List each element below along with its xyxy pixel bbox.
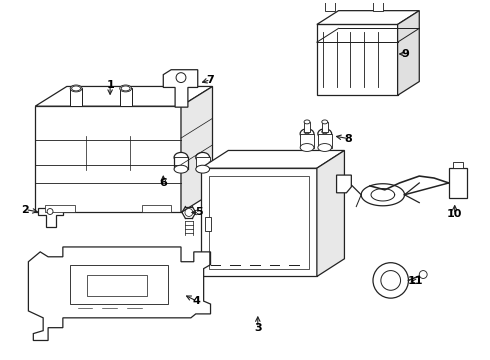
Bar <box>142 204 171 212</box>
Bar <box>318 134 332 148</box>
Text: 2: 2 <box>22 204 29 215</box>
Circle shape <box>176 73 186 82</box>
Text: 4: 4 <box>193 296 201 306</box>
Text: 3: 3 <box>254 323 262 333</box>
Bar <box>300 134 314 148</box>
Bar <box>174 157 188 169</box>
Circle shape <box>419 271 427 278</box>
Bar <box>35 106 181 212</box>
Ellipse shape <box>120 85 131 92</box>
Ellipse shape <box>72 86 80 91</box>
Bar <box>120 89 131 106</box>
Bar <box>304 122 310 132</box>
Polygon shape <box>181 86 213 212</box>
Bar <box>70 265 168 304</box>
Bar <box>45 204 74 212</box>
Bar <box>449 168 466 198</box>
Ellipse shape <box>174 165 188 173</box>
Bar <box>205 217 211 231</box>
Circle shape <box>185 208 193 216</box>
Ellipse shape <box>300 144 314 152</box>
Ellipse shape <box>304 130 310 134</box>
Ellipse shape <box>70 85 82 92</box>
Bar <box>322 122 328 132</box>
Circle shape <box>373 263 409 298</box>
Polygon shape <box>163 70 198 107</box>
Polygon shape <box>28 247 211 341</box>
Polygon shape <box>35 86 213 106</box>
Bar <box>317 24 397 95</box>
Ellipse shape <box>318 129 332 139</box>
Circle shape <box>47 208 53 215</box>
Text: 8: 8 <box>344 134 352 144</box>
Ellipse shape <box>318 144 332 152</box>
Ellipse shape <box>196 165 210 173</box>
Bar <box>373 1 383 11</box>
Text: 1: 1 <box>106 81 114 90</box>
Polygon shape <box>397 11 419 95</box>
Ellipse shape <box>121 86 130 91</box>
Text: 7: 7 <box>207 75 215 85</box>
Ellipse shape <box>300 129 314 139</box>
Circle shape <box>381 271 400 290</box>
Bar <box>196 157 210 169</box>
Bar <box>453 162 463 168</box>
Bar <box>201 168 317 276</box>
Text: 11: 11 <box>408 276 423 287</box>
Ellipse shape <box>304 120 310 124</box>
Bar <box>88 275 147 296</box>
Polygon shape <box>317 11 419 24</box>
Text: 6: 6 <box>159 178 167 188</box>
Ellipse shape <box>174 152 188 162</box>
Ellipse shape <box>322 120 328 124</box>
Text: 5: 5 <box>195 207 202 217</box>
Ellipse shape <box>322 130 328 134</box>
Text: 10: 10 <box>447 210 463 220</box>
Polygon shape <box>201 150 344 168</box>
Bar <box>325 1 335 11</box>
Bar <box>209 176 309 269</box>
Polygon shape <box>337 175 351 193</box>
Polygon shape <box>38 208 63 227</box>
Bar <box>70 89 82 106</box>
Ellipse shape <box>196 152 210 162</box>
Polygon shape <box>317 150 344 276</box>
Text: 9: 9 <box>401 49 410 59</box>
